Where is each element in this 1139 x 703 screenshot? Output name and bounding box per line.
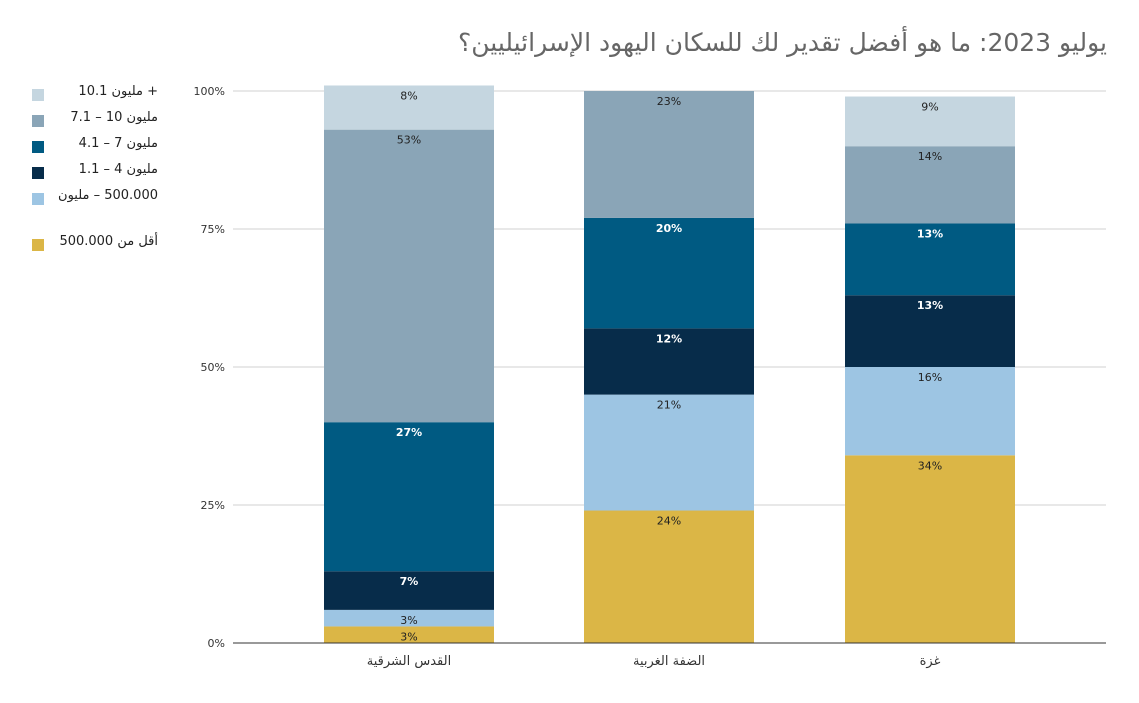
legend-item: + مليون 10.1 [30,84,170,110]
legend-item: مليون 7 – 4.1 [30,136,170,162]
legend-item: مليون 4 – 1.1 [30,162,170,188]
legend-label: 500.000 – مليون [58,188,158,203]
data-label: 21% [657,399,681,412]
data-label: 27% [396,426,422,439]
y-tick-label: 25% [201,499,225,512]
data-label: 34% [918,459,942,472]
bar-segment [845,146,1015,224]
legend-swatch [32,239,44,251]
legend-item: 500.000 – مليون [30,188,170,234]
legend-label: مليون 10 – 7.1 [70,110,158,125]
bar-segment [845,295,1015,367]
data-label: 8% [400,89,417,102]
data-label: 3% [400,630,417,643]
x-category-label: غزة [920,654,941,669]
data-label: 12% [656,332,682,345]
chart-title: يوليو 2023: ما هو أفضل تقدير لك للسكان ا… [457,28,1107,57]
bar-segment [584,328,754,395]
y-tick-label: 50% [201,361,225,374]
bar-segment [324,85,494,130]
legend-swatch [32,141,44,153]
legend: + مليون 10.1 مليون 10 – 7.1 مليون 7 – 4.… [30,84,170,260]
legend-item: أقل من 500.000 [30,234,170,260]
legend-swatch [32,167,44,179]
data-label: 14% [918,150,942,163]
legend-label: + مليون 10.1 [78,84,158,99]
bar-segment [845,223,1015,296]
data-label: 7% [400,575,419,588]
bar-segment [584,217,754,329]
data-label: 13% [917,299,943,312]
legend-label: أقل من 500.000 [59,234,158,249]
bar-segment [584,91,754,218]
bar-segment [324,422,494,572]
y-tick-label: 75% [201,223,225,236]
bar-segment [584,510,754,643]
legend-swatch [32,193,44,205]
bar-segment [324,626,494,643]
bar-segment [324,129,494,423]
data-label: 20% [656,222,682,235]
bar-segment [845,455,1015,643]
data-label: 3% [400,614,417,627]
legend-label: مليون 7 – 4.1 [78,136,158,151]
data-label: 23% [657,95,681,108]
bar-segment [845,96,1015,147]
data-label: 16% [918,371,942,384]
x-category-label: القدس الشرقية [367,654,451,669]
legend-swatch [32,89,44,101]
bar-segment [324,609,494,627]
y-tick-label: 100% [194,85,225,98]
data-label: 24% [657,515,681,528]
y-tick-label: 0% [208,637,225,650]
legend-swatch [32,115,44,127]
bar-segment [584,394,754,511]
x-category-label: الضفة الغربية [633,654,705,669]
bar-segment [324,571,494,610]
data-label: 9% [921,101,938,114]
legend-item: مليون 10 – 7.1 [30,110,170,136]
data-label: 53% [397,134,421,147]
legend-label: مليون 4 – 1.1 [78,162,158,177]
data-label: 13% [917,227,943,240]
bar-segment [845,367,1015,456]
